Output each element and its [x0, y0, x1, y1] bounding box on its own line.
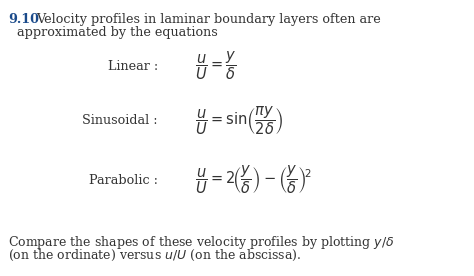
Text: Velocity profiles in laminar boundary layers often are: Velocity profiles in laminar boundary la…	[36, 13, 381, 26]
Text: Compare the shapes of these velocity profiles by plotting $y/\delta$: Compare the shapes of these velocity pro…	[8, 234, 394, 251]
Text: (on the ordinate) versus $u/U$ (on the abscissa).: (on the ordinate) versus $u/U$ (on the a…	[8, 248, 301, 263]
Text: Parabolic :: Parabolic :	[89, 174, 158, 187]
Text: Sinusoidal :: Sinusoidal :	[82, 115, 158, 128]
Text: $\dfrac{u}{U} = \sin\!\left(\dfrac{\pi y}{2\delta}\right)$: $\dfrac{u}{U} = \sin\!\left(\dfrac{\pi y…	[195, 105, 284, 137]
Text: Linear :: Linear :	[108, 60, 158, 73]
Text: approximated by the equations: approximated by the equations	[17, 26, 218, 39]
Text: $\dfrac{u}{U} = \dfrac{y}{\delta}$: $\dfrac{u}{U} = \dfrac{y}{\delta}$	[195, 50, 237, 82]
Text: $\dfrac{u}{U} = 2\!\left(\dfrac{y}{\delta}\right) - \left(\dfrac{y}{\delta}\righ: $\dfrac{u}{U} = 2\!\left(\dfrac{y}{\delt…	[195, 164, 312, 196]
Text: 9.10: 9.10	[8, 13, 39, 26]
